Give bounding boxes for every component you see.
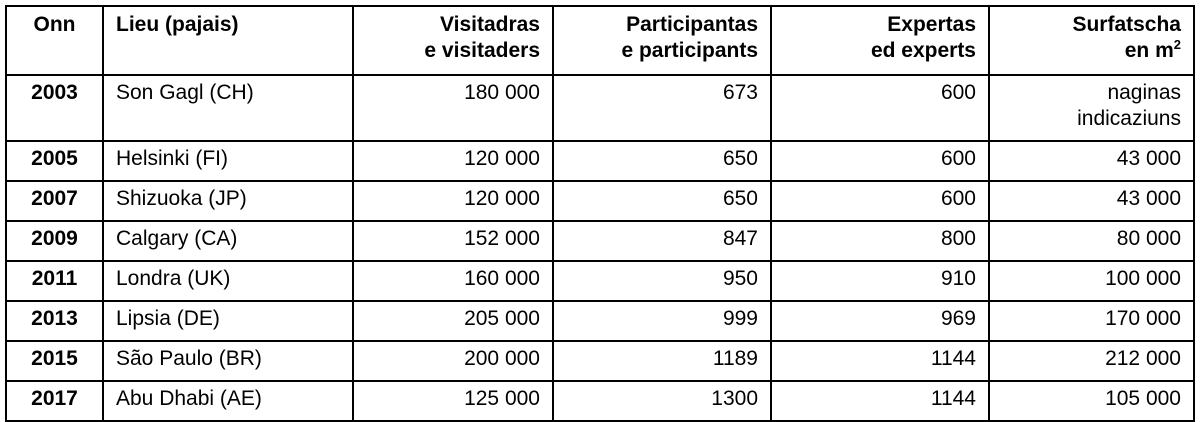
header-visitors-line-1: Visitadras (439, 13, 540, 36)
statistics-table: Onn Lieu (pajais) Visitadras e visitader… (5, 5, 1195, 422)
table-row: 2003 Son Gagl (CH) 180 000 673 600 naginas ind… (5, 74, 1195, 142)
cell-experts: 1144 (770, 380, 990, 422)
header-year: Onn (5, 5, 104, 76)
cell-experts: 969 (770, 300, 990, 342)
cell-surface-line: indicaziuns (1077, 107, 1181, 130)
table-header-row: Onn Lieu (pajais) Visitadras e visitader… (5, 5, 1195, 76)
cell-surface: 212 000 (988, 340, 1195, 382)
header-visitors-line-2: e visitaders (424, 39, 540, 62)
cell-year: 2003 (5, 74, 104, 142)
cell-surface-line: 105 000 (1105, 387, 1181, 410)
cell-surface: 100 000 (988, 260, 1195, 302)
cell-visitors: 160 000 (352, 260, 554, 302)
header-experts: Expertas ed experts (770, 5, 990, 76)
cell-year: 2017 (5, 380, 104, 422)
cell-surface: 80 000 (988, 220, 1195, 262)
table-row: 2011 Londra (UK) 160 000 950 910 100 000 (5, 260, 1195, 302)
cell-surface: naginas indicaziuns (988, 74, 1195, 142)
cell-year: 2009 (5, 220, 104, 262)
cell-year: 2011 (5, 260, 104, 302)
cell-participants: 673 (552, 74, 772, 142)
cell-surface: 170 000 (988, 300, 1195, 342)
cell-year: 2015 (5, 340, 104, 382)
cell-year: 2013 (5, 300, 104, 342)
cell-place: São Paulo (BR) (102, 340, 354, 382)
cell-experts: 1144 (770, 340, 990, 382)
header-visitors: Visitadras e visitaders (352, 5, 554, 76)
header-surface-line-1: Surfatscha (1072, 13, 1181, 36)
header-participants-line-1: Participantas (626, 13, 758, 36)
table-row: 2005 Helsinki (FI) 120 000 650 600 43 000 (5, 140, 1195, 182)
cell-visitors: 152 000 (352, 220, 554, 262)
cell-surface-line: 212 000 (1105, 347, 1181, 370)
cell-surface-line: 43 000 (1116, 187, 1181, 210)
cell-surface-line: 100 000 (1105, 267, 1181, 290)
cell-place: Lipsia (DE) (102, 300, 354, 342)
cell-visitors: 180 000 (352, 74, 554, 142)
cell-surface-line: 43 000 (1116, 147, 1181, 170)
cell-place: Londra (UK) (102, 260, 354, 302)
cell-year: 2005 (5, 140, 104, 182)
cell-participants: 999 (552, 300, 772, 342)
cell-place: Shizuoka (JP) (102, 180, 354, 222)
cell-place: Calgary (CA) (102, 220, 354, 262)
cell-surface: 43 000 (988, 180, 1195, 222)
cell-participants: 650 (552, 140, 772, 182)
cell-surface-line: 170 000 (1105, 307, 1181, 330)
header-experts-line-2: ed experts (870, 39, 976, 62)
header-participants-line-2: e participants (621, 39, 758, 62)
cell-experts: 600 (770, 180, 990, 222)
cell-experts: 600 (770, 74, 990, 142)
cell-visitors: 200 000 (352, 340, 554, 382)
header-surface-unit: en m (1124, 39, 1174, 62)
header-surface: Surfatscha en m2 (988, 5, 1195, 76)
cell-surface: 105 000 (988, 380, 1195, 422)
data-table-container: Onn Lieu (pajais) Visitadras e visitader… (5, 5, 1195, 422)
cell-participants: 1189 (552, 340, 772, 382)
cell-visitors: 125 000 (352, 380, 554, 422)
header-surface-exponent: 2 (1173, 37, 1181, 52)
cell-visitors: 120 000 (352, 140, 554, 182)
header-surface-line-2: en m2 (1002, 38, 1181, 64)
cell-participants: 650 (552, 180, 772, 222)
table-row: 2017 Abu Dhabi (AE) 125 000 1300 1144 105 000 (5, 380, 1195, 422)
cell-year: 2007 (5, 180, 104, 222)
header-experts-line-1: Expertas (887, 13, 976, 36)
cell-experts: 910 (770, 260, 990, 302)
cell-participants: 950 (552, 260, 772, 302)
table-row: 2009 Calgary (CA) 152 000 847 800 80 000 (5, 220, 1195, 262)
table-row: 2015 São Paulo (BR) 200 000 1189 1144 212 000 (5, 340, 1195, 382)
table-row: 2007 Shizuoka (JP) 120 000 650 600 43 000 (5, 180, 1195, 222)
cell-participants: 1300 (552, 380, 772, 422)
header-place: Lieu (pajais) (102, 5, 354, 76)
cell-surface-line: 80 000 (1116, 227, 1181, 250)
cell-visitors: 205 000 (352, 300, 554, 342)
cell-surface-line: naginas (1107, 81, 1181, 104)
header-participants: Participantas e participants (552, 5, 772, 76)
table-body: 2003 Son Gagl (CH) 180 000 673 600 naginas ind… (5, 74, 1195, 422)
cell-participants: 847 (552, 220, 772, 262)
cell-experts: 600 (770, 140, 990, 182)
cell-place: Abu Dhabi (AE) (102, 380, 354, 422)
cell-visitors: 120 000 (352, 180, 554, 222)
table-row: 2013 Lipsia (DE) 205 000 999 969 170 000 (5, 300, 1195, 342)
cell-place: Helsinki (FI) (102, 140, 354, 182)
cell-place: Son Gagl (CH) (102, 74, 354, 142)
cell-experts: 800 (770, 220, 990, 262)
cell-surface: 43 000 (988, 140, 1195, 182)
